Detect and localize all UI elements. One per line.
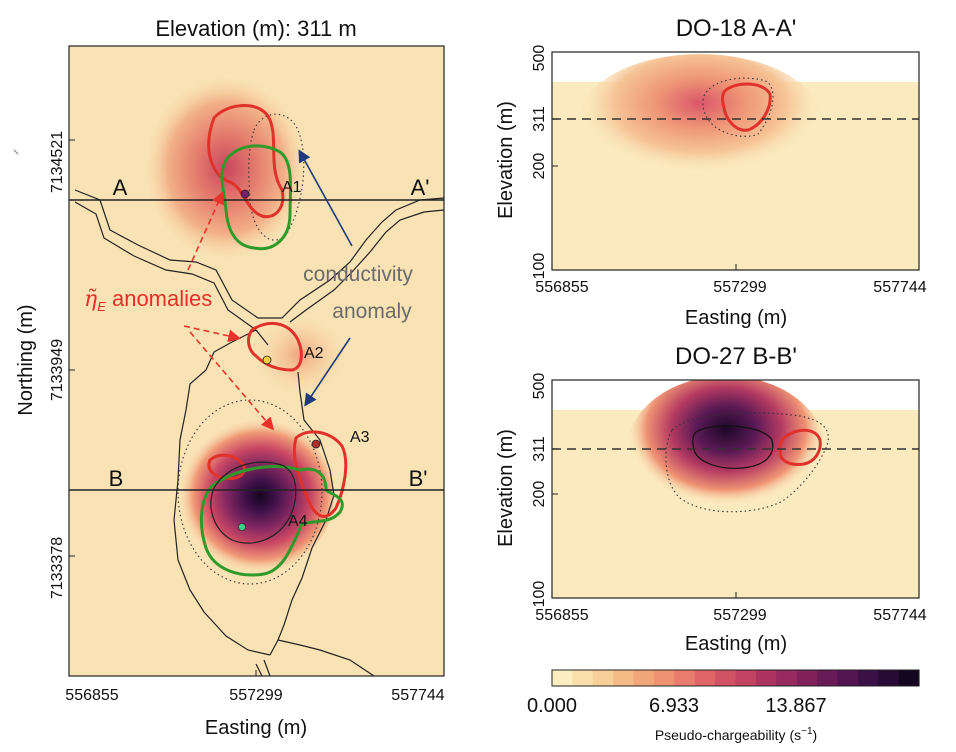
- colorbar-cell: [715, 670, 737, 686]
- drillhole-marker-a2: [262, 355, 272, 365]
- colorbar-cell: [755, 670, 777, 686]
- section1-ticks: [552, 118, 737, 270]
- colorbar-tick-3: 13.867: [765, 695, 826, 717]
- section2-ytick-311: 311: [531, 436, 548, 462]
- colorbar-cell: [592, 670, 614, 686]
- conductivity-annotation-line2: anomaly: [332, 300, 412, 323]
- section2-heat: [626, 380, 826, 528]
- section-label-a: A: [113, 175, 128, 200]
- section1-xtick-2: 557299: [713, 279, 766, 296]
- map-xtick-3: 557744: [391, 687, 444, 704]
- section1-plot-area: [552, 52, 919, 270]
- colorbar-cell: [776, 670, 798, 686]
- colorbar: [552, 670, 920, 686]
- section2-dotted-contour: [665, 412, 829, 513]
- colorbar-cell: [552, 670, 573, 686]
- map-ylabel: Northing (m): [15, 304, 37, 415]
- conductivity-arrow-up: [298, 149, 353, 247]
- section2-ytick-100: 100: [531, 581, 548, 608]
- section2-xtick-2: 557299: [713, 607, 766, 624]
- colorbar-cell: [694, 670, 716, 686]
- section1-ytick-311: 311: [531, 106, 548, 132]
- anomaly-label-a1: A1: [282, 179, 302, 196]
- colorbar-cell: [817, 670, 839, 686]
- colorbar-cell: [796, 670, 818, 686]
- colorbar-cell: [572, 670, 594, 686]
- section2-title: DO-27 B-B': [675, 343, 797, 370]
- colorbar-cell: [613, 670, 635, 686]
- section1-ytick-100: 100: [531, 253, 548, 280]
- conductivity-extent: [177, 113, 323, 585]
- drillhole-marker-a4: [238, 523, 246, 531]
- section2-ticks: [552, 448, 737, 598]
- eta-arrows: [183, 191, 275, 431]
- section2-ytick-200: 200: [531, 481, 548, 508]
- section2-eta-contour: [778, 428, 822, 466]
- map-xlabel: Easting (m): [205, 717, 307, 739]
- drillhole-marker-a3: [311, 439, 321, 449]
- colorbar-tick-1: 0.000: [527, 695, 577, 717]
- conductivity-contours: [199, 144, 344, 577]
- section2-xtick-1: 556855: [535, 607, 588, 624]
- section1-dotted-contour: [702, 77, 774, 137]
- section-label-b-prime: B': [409, 466, 428, 491]
- section1-ylabel: Elevation (m): [495, 101, 517, 219]
- a4-inner-contour: [210, 461, 297, 544]
- section1-xlabel: Easting (m): [685, 307, 787, 329]
- section2-inner-contour: [692, 425, 774, 469]
- anomaly-label-a2: A2: [304, 345, 324, 362]
- section2-xlabel: Easting (m): [685, 633, 787, 655]
- section2-ytick-500: 500: [531, 373, 548, 400]
- colorbar-label: Pseudo-chargeability (s−1): [655, 726, 817, 743]
- colorbar-cell: [674, 670, 696, 686]
- section1-eta-contour: [721, 82, 772, 132]
- map-ytick-3: 7133378: [49, 537, 66, 599]
- colorbar-cell: [735, 670, 757, 686]
- map-title: Elevation (m): 311 m: [155, 16, 356, 41]
- map-plot-area: A A' B B' A1 A2 A3 A4 η̃E anomalies cond…: [69, 46, 444, 676]
- section1-title: DO-18 A-A': [676, 15, 797, 42]
- map-ytick-2: 7133949: [49, 339, 66, 401]
- section1-ytick-200: 200: [531, 153, 548, 180]
- drillhole-marker-a1: [240, 189, 250, 199]
- eta-anomalies-annotation: η̃E anomalies: [84, 286, 212, 314]
- map-ytick-1: 7134521: [49, 131, 66, 193]
- colorbar-cell: [857, 670, 879, 686]
- map-xtick-1: 556855: [65, 687, 118, 704]
- colorbar-cell: [837, 670, 859, 686]
- map-ticks: [68, 139, 445, 676]
- eta-contours: [207, 104, 348, 518]
- section2-ylabel: Elevation (m): [495, 429, 517, 547]
- colorbar-cell: [633, 670, 655, 686]
- map-xtick-2: 557299: [229, 687, 282, 704]
- section-label-b: B: [109, 466, 124, 491]
- section1-xtick-3: 557744: [873, 279, 926, 296]
- anomaly-a4-heat: [170, 418, 334, 574]
- section1-heat: [576, 54, 824, 194]
- section-label-a-prime: A': [411, 175, 430, 200]
- section2-xtick-3: 557744: [873, 607, 926, 624]
- anomaly-label-a3: A3: [350, 429, 370, 446]
- stray-mark: [13, 149, 19, 155]
- anomaly-label-a4: A4: [288, 513, 308, 530]
- colorbar-cell: [878, 670, 900, 686]
- section1-ytick-500: 500: [531, 45, 548, 72]
- lake-outline: [74, 189, 444, 676]
- conductivity-arrow-down: [304, 337, 351, 407]
- section2-plot-area: [552, 380, 919, 598]
- colorbar-cell: [653, 670, 675, 686]
- colorbar-tick-2: 6.933: [649, 695, 699, 717]
- section1-xtick-1: 556855: [535, 279, 588, 296]
- conductivity-annotation-line1: conductivity: [303, 263, 413, 286]
- colorbar-frame: [551, 669, 920, 687]
- colorbar-cell: [898, 670, 920, 686]
